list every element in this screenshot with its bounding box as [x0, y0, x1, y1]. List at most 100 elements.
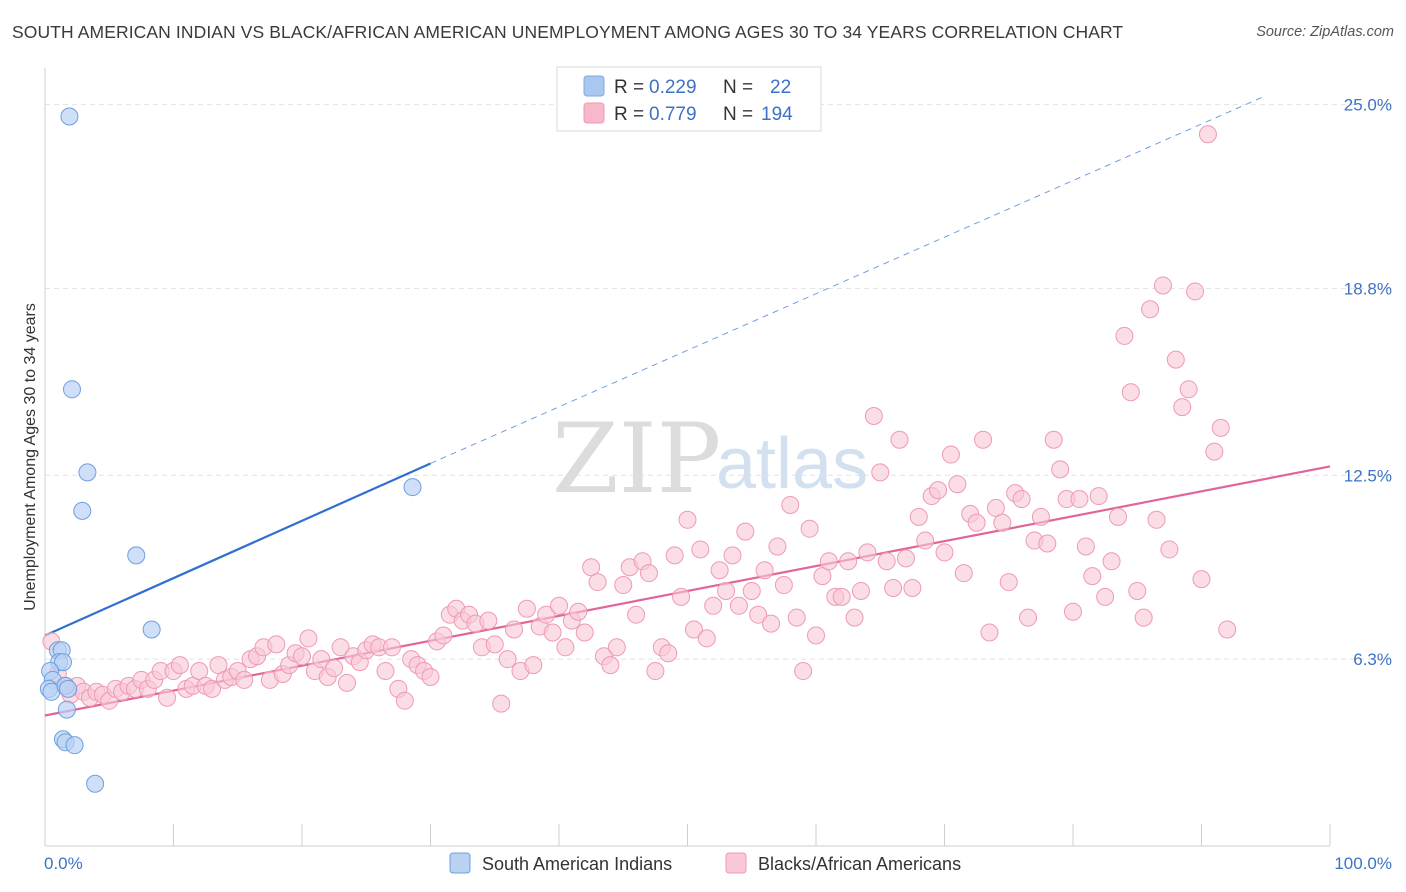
point-black-african-american — [190, 662, 209, 681]
point-black-african-american — [723, 546, 742, 565]
point-black-african-american — [1205, 442, 1224, 461]
point-black-african-american — [1166, 350, 1185, 369]
point-black-african-american — [1051, 460, 1070, 479]
point-south-american-indian — [78, 463, 97, 482]
point-black-african-american — [903, 579, 922, 597]
y-tick-label: 6.3% — [1353, 650, 1392, 669]
point-black-african-american — [479, 611, 498, 630]
point-black-african-american — [974, 430, 993, 449]
point-black-african-american — [1160, 540, 1179, 559]
point-black-african-american — [1096, 587, 1115, 606]
point-black-african-american — [267, 635, 286, 654]
point-black-african-american — [1038, 534, 1057, 553]
point-black-african-american — [639, 564, 658, 583]
point-black-african-american — [1076, 537, 1095, 556]
point-black-african-american — [1134, 608, 1153, 627]
point-black-african-american — [896, 549, 915, 568]
point-black-african-american — [1186, 282, 1205, 301]
point-black-african-american — [980, 623, 999, 642]
point-black-african-american — [787, 608, 806, 627]
point-black-african-american — [498, 650, 517, 669]
point-black-african-american — [537, 605, 556, 624]
point-black-african-american — [170, 656, 189, 675]
point-black-african-american — [993, 513, 1012, 532]
point-black-african-american — [967, 513, 986, 532]
point-black-african-american — [505, 620, 524, 639]
point-black-african-american — [588, 573, 607, 592]
point-black-african-american — [1089, 487, 1108, 506]
point-black-african-american — [851, 581, 870, 600]
bottom-legend-label-1: South American Indians — [482, 854, 672, 874]
point-south-american-indian — [73, 501, 92, 520]
point-black-african-american — [864, 407, 883, 425]
bottom-legend: South American Indians Blacks/African Am… — [449, 852, 961, 874]
watermark-zip: ZIP — [552, 403, 721, 515]
point-south-american-indian — [403, 478, 422, 497]
point-black-african-american — [749, 605, 768, 624]
point-black-african-american — [717, 581, 736, 600]
point-black-african-american — [569, 602, 588, 621]
point-black-african-american — [337, 673, 356, 692]
x-tick-label: 0.0% — [44, 854, 83, 873]
legend-r-value-2: 0.779 — [649, 104, 697, 125]
point-black-african-american — [1192, 570, 1211, 589]
watermark-atlas: atlas — [716, 424, 868, 504]
point-black-african-american — [877, 552, 896, 571]
x-tick-labels: 0.0% 100.0% — [44, 854, 1392, 873]
point-black-african-american — [909, 507, 928, 526]
point-black-african-american — [1019, 608, 1038, 627]
bottom-legend-swatch-pink — [725, 852, 747, 874]
point-black-african-american — [1044, 430, 1063, 449]
point-black-african-american — [665, 546, 684, 565]
y-tick-label: 12.5% — [1344, 466, 1392, 485]
legend-n-label-1: N = — [723, 77, 753, 98]
legend-r-label-2: R = — [614, 104, 644, 125]
point-south-american-indian — [127, 546, 146, 565]
point-black-african-american — [1218, 620, 1237, 639]
point-black-african-american — [209, 656, 228, 675]
bottom-legend-label-2: Blacks/African Americans — [758, 854, 961, 874]
point-black-african-american — [858, 543, 877, 562]
point-black-african-american — [768, 537, 787, 556]
point-black-african-american — [235, 670, 254, 689]
point-black-african-american — [1108, 507, 1127, 526]
legend-r-label-1: R = — [614, 77, 644, 98]
point-black-african-american — [325, 659, 344, 678]
point-black-african-american — [1173, 398, 1192, 417]
point-black-african-american — [1179, 380, 1198, 399]
source-credit: Source: ZipAtlas.com — [1256, 24, 1394, 40]
point-black-african-american — [299, 629, 318, 648]
point-black-african-american — [929, 481, 948, 500]
point-black-african-american — [312, 650, 331, 669]
point-black-african-american — [1064, 602, 1082, 621]
point-black-african-american — [954, 564, 973, 583]
point-south-american-indian — [86, 774, 105, 793]
bottom-legend-swatch-blue — [449, 852, 471, 874]
point-black-african-american — [203, 679, 222, 698]
point-black-african-american — [729, 596, 748, 615]
point-black-african-american — [697, 629, 716, 648]
point-black-african-american — [492, 694, 511, 713]
point-black-african-american — [1031, 507, 1050, 526]
point-black-african-american — [485, 635, 504, 654]
point-black-african-american — [884, 579, 903, 597]
trend-line-blue — [44, 462, 431, 637]
point-black-african-american — [986, 498, 1005, 517]
point-black-african-american — [1141, 300, 1160, 319]
legend-n-value-1: 22 — [770, 77, 791, 98]
legend-swatch-pink — [583, 102, 605, 124]
point-black-african-american — [704, 596, 723, 615]
point-black-african-american — [556, 638, 575, 657]
x-tick-label: 100.0% — [1334, 854, 1392, 873]
point-black-african-american — [627, 605, 646, 624]
y-axis-title: Unemployment Among Ages 30 to 34 years — [22, 303, 39, 611]
point-black-african-american — [1147, 510, 1166, 529]
point-black-african-american — [871, 463, 890, 482]
point-black-african-american — [524, 656, 543, 675]
point-black-african-american — [999, 573, 1018, 592]
point-black-african-american — [794, 662, 813, 681]
y-tick-labels: 6.3% 12.5% 18.8% 25.0% — [1344, 96, 1392, 670]
point-black-african-american — [646, 662, 665, 681]
point-black-african-american — [948, 475, 967, 494]
point-black-african-american — [1115, 326, 1134, 345]
